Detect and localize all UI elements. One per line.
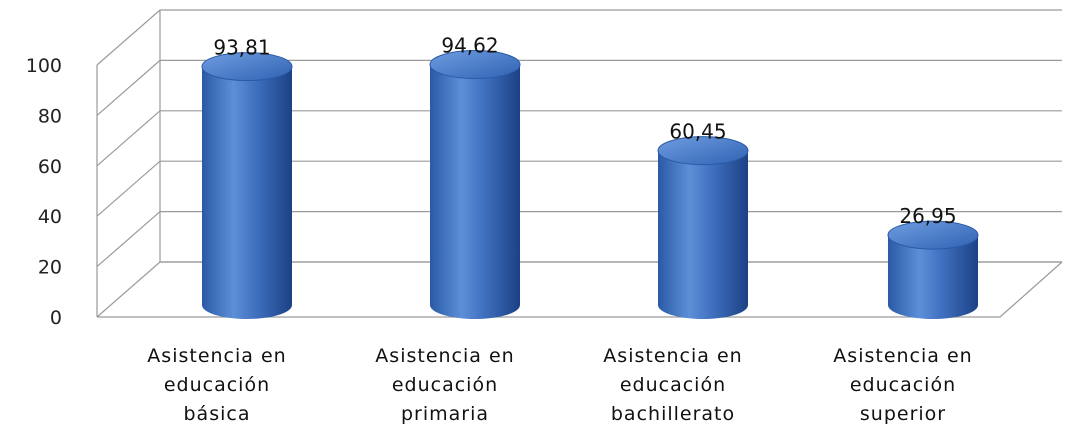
bar-body: [888, 235, 978, 319]
data-label: 94,62: [441, 34, 498, 58]
y-tick-label: 0: [50, 307, 62, 329]
y-tick-label: 60: [38, 156, 62, 178]
category-label: Asistencia en educación superior: [833, 345, 972, 425]
bar-body: [430, 64, 520, 319]
bar-cap: [657, 136, 749, 166]
bar: [201, 52, 293, 319]
category-labels: Asistencia en educación básica Asistencia e…: [147, 345, 972, 425]
bar: [657, 136, 749, 319]
bar-cap: [429, 50, 521, 80]
bar-body: [202, 66, 292, 319]
bar-cap: [201, 52, 293, 82]
category-label: Asistencia en educación bachillerato: [603, 345, 742, 425]
y-tick-label: 40: [38, 206, 62, 228]
back-wall: [159, 10, 1062, 263]
bar-body: [658, 150, 748, 319]
chart-walls: [96, 10, 1063, 318]
floor: [97, 261, 1063, 318]
y-axis-ticks: 0 20 40 60 80 100: [26, 55, 62, 329]
y-tick-label: 80: [38, 105, 62, 127]
data-label: 26,95: [899, 204, 956, 228]
data-label: 93,81: [213, 36, 270, 60]
y-tick-label: 100: [26, 55, 62, 77]
bar-cap: [887, 220, 979, 250]
bar: [429, 50, 521, 319]
bar: [887, 220, 979, 319]
category-label: Asistencia en educación primaria: [375, 345, 514, 425]
bars: [201, 50, 979, 319]
data-label: 60,45: [669, 120, 726, 144]
data-labels: 93,81 94,62 60,45 26,95: [213, 34, 956, 229]
y-tick-label: 20: [38, 257, 62, 279]
category-label: Asistencia en educación básica: [147, 345, 286, 425]
